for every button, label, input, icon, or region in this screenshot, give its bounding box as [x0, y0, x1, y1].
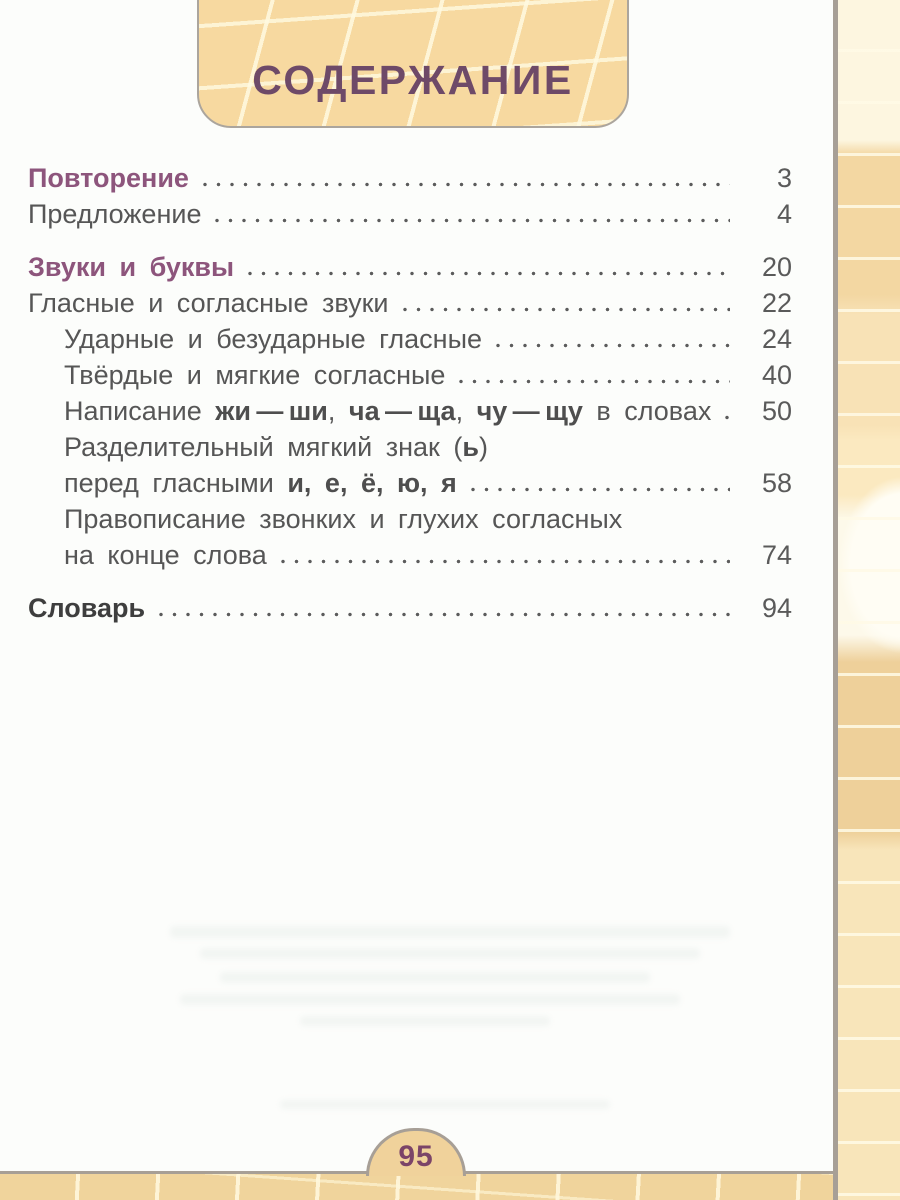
dotted-leader [278, 559, 730, 564]
dotted-leader [157, 612, 730, 617]
toc-row: Написание жи — ши, ча — ща, чу — щу в сл… [28, 393, 792, 429]
toc-entry-label: Написание жи — ши, ча — ща, чу — щу в сл… [64, 396, 712, 426]
toc-entry-label: Правописание звонких и глухих согласных [64, 504, 623, 534]
page-title: СОДЕРЖАНИЕ [252, 57, 574, 103]
toc-page-number: 20 [761, 252, 792, 282]
toc-row: Звуки и буквы 20 [28, 249, 792, 285]
toc-row: Твёрдые и мягкие согласные 40 [28, 357, 792, 393]
dotted-leader [246, 271, 730, 276]
toc-row: на конце слова 74 [28, 537, 792, 573]
toc-entry-label: на конце слова [64, 540, 267, 570]
toc-entry-label: перед гласными и, е, ё, ю, я [64, 468, 457, 498]
dotted-leader [457, 379, 730, 384]
toc-row: Ударные и безударные гласные 24 [28, 321, 792, 357]
dotted-leader [213, 218, 730, 223]
toc-row: Словарь 94 [28, 590, 792, 626]
dotted-leader [200, 182, 730, 187]
page-number-tab: 95 [366, 1128, 466, 1176]
dotted-leader [400, 307, 730, 312]
contents-header-box: СОДЕРЖАНИЕ [197, 0, 629, 128]
page-number: 95 [398, 1140, 434, 1173]
toc-entry-label: Разделительный мягкий знак (ь) [64, 432, 488, 462]
dotted-leader [468, 487, 730, 492]
toc-page-number: 94 [761, 593, 792, 623]
toc-list: Повторение 3 Предложение 4 Звуки и буквы 20 Гл… [28, 160, 792, 626]
toc-page-number: 3 [776, 163, 792, 193]
show-through-smudge [280, 1100, 610, 1109]
dotted-leader [494, 343, 730, 348]
toc-entry-label: Ударные и безударные гласные [64, 324, 482, 354]
toc-row: Разделительный мягкий знак (ь) [28, 429, 792, 465]
toc-page-number: 40 [761, 360, 792, 390]
toc-page-number: 74 [761, 540, 792, 570]
show-through-smudge [300, 1016, 550, 1026]
show-through-smudge [180, 994, 680, 1005]
book-edge-strip [833, 0, 900, 1200]
toc-entry-label: Твёрдые и мягкие согласные [64, 360, 446, 390]
show-through-smudge [200, 948, 700, 959]
toc-row: Гласные и согласные звуки 22 [28, 285, 792, 321]
toc-page-number: 58 [761, 468, 792, 498]
toc-page-number: 24 [761, 324, 792, 354]
toc-entry-label: Звуки и буквы [28, 252, 235, 282]
toc-page-number: 50 [761, 396, 792, 426]
toc-row: перед гласными и, е, ё, ю, я 58 [28, 465, 792, 501]
toc-row: Правописание звонких и глухих согласных [28, 501, 792, 537]
toc-page-number: 22 [761, 288, 792, 318]
dotted-leader [723, 415, 730, 420]
toc-entry-label: Предложение [28, 199, 202, 229]
show-through-smudge [170, 926, 730, 938]
toc-row: Повторение 3 [28, 160, 792, 196]
toc-entry-label: Гласные и согласные звуки [28, 288, 389, 318]
toc-row: Предложение 4 [28, 196, 792, 232]
toc-entry-label: Повторение [28, 163, 189, 193]
toc-page-number: 4 [776, 199, 792, 229]
toc-entry-label: Словарь [28, 593, 146, 623]
show-through-smudge [220, 972, 650, 983]
